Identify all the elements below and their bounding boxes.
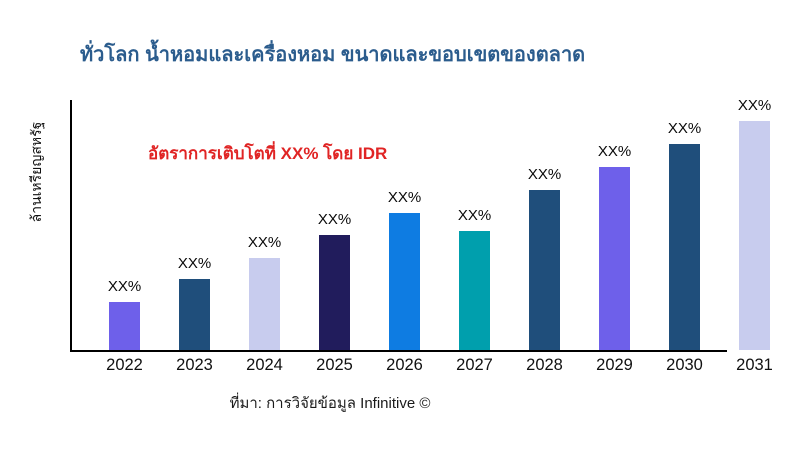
bar-value-label-2025: XX%	[317, 211, 352, 228]
x-tick-2029: 2029	[596, 356, 633, 374]
x-axis-tick-labels: 2022 2023 2024 2025 2026 2027 2028 2029 2030 2031	[0, 356, 800, 380]
x-tick-2031: 2031	[736, 356, 773, 374]
x-tick-2030: 2030	[666, 356, 703, 374]
x-tick-2027: 2027	[456, 356, 493, 374]
bar-2025	[319, 235, 350, 350]
bar-value-label-2027: XX%	[457, 207, 492, 224]
bar-2030	[669, 144, 700, 350]
bar-2023	[179, 279, 210, 350]
bar-2031	[739, 121, 770, 350]
x-tick-2026: 2026	[386, 356, 423, 374]
bar-value-label-2022: XX%	[107, 278, 142, 295]
bar-2024	[249, 258, 280, 350]
bar-2029	[599, 167, 630, 350]
x-tick-2024: 2024	[246, 356, 283, 374]
bar-value-label-2030: XX%	[667, 120, 702, 137]
x-tick-2025: 2025	[316, 356, 353, 374]
x-tick-2022: 2022	[106, 356, 143, 374]
bar-2026	[389, 213, 420, 350]
bar-value-label-2028: XX%	[527, 166, 562, 183]
y-axis-label: ล้านเหรียญสหรัฐ	[28, 121, 44, 223]
bar-2022	[109, 302, 140, 350]
bar-value-label-2026: XX%	[387, 189, 422, 206]
x-axis-line	[70, 350, 727, 352]
x-tick-2023: 2023	[176, 356, 213, 374]
bar-value-label-2031: XX%	[737, 97, 772, 114]
bar-2027	[459, 231, 490, 350]
source-attribution: ที่มา: การวิจัยข้อมูล Infinitive ©	[229, 395, 431, 412]
y-axis-line	[70, 100, 72, 352]
growth-rate-annotation: อัตราการเติบโตที่ XX% โดย IDR	[148, 144, 388, 163]
bar-value-label-2029: XX%	[597, 143, 632, 160]
bar-value-label-2024: XX%	[247, 234, 282, 251]
x-tick-2028: 2028	[526, 356, 563, 374]
bar-value-label-2023: XX%	[177, 255, 212, 272]
bars-container: XX% XX% XX% XX% XX% XX% XX% XX% XX% XX%	[70, 97, 794, 350]
bar-2028	[529, 190, 560, 350]
chart-title: ทั่วโลก น้ำหอมและเครื่องหอม ขนาดและขอบเข…	[80, 44, 586, 66]
